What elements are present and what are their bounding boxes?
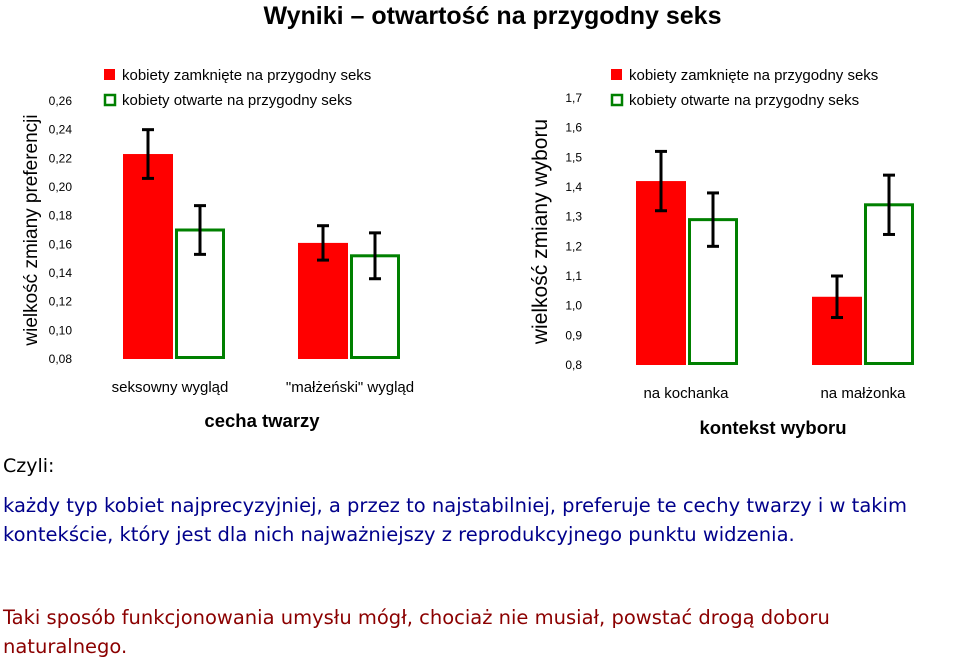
y-tick-label: 1,0 — [565, 299, 582, 313]
y-axis-title: wielkość zmiany wyboru — [529, 119, 552, 345]
legend-label: kobiety otwarte na przygodny seks — [122, 92, 352, 109]
page-title: Wyniki – otwartość na przygodny seks — [263, 2, 722, 30]
y-tick-label: 0,9 — [565, 328, 582, 342]
legend-swatch-closed — [104, 69, 115, 80]
chart-left: wielkość zmiany preferencji 0,08 0,10 0,12 0… — [0, 55, 450, 440]
legend-label: kobiety zamknięte na przygodny seks — [629, 67, 878, 84]
y-tick-label: 1,3 — [565, 210, 582, 224]
y-tick-label: 0,12 — [49, 295, 73, 309]
chart-left-svg: wielkość zmiany preferencji 0,08 0,10 0,12 0… — [21, 67, 414, 431]
legend-swatch-open — [610, 93, 624, 107]
y-tick-label: 0,16 — [49, 237, 73, 251]
y-tick-label: 1,5 — [565, 150, 582, 164]
explanation-text: każdy typ kobiet najprecyzyjniej, a prze… — [3, 494, 907, 546]
y-tick-label: 0,8 — [565, 358, 582, 372]
czyli-label: Czyli: — [3, 455, 55, 477]
chart-right-svg: wielkość zmiany wyboru 0,8 0,9 1,0 1,1 1,2 1,3… — [529, 67, 914, 438]
y-tick-label: 0,26 — [49, 94, 73, 108]
y-tick-label: 1,7 — [565, 91, 582, 105]
y-tick-label: 0,24 — [49, 123, 73, 137]
x-axis-title: kontekst wyboru — [700, 417, 847, 438]
legend-swatch-open — [103, 93, 117, 107]
y-tick-label: 0,18 — [49, 209, 73, 223]
y-tick-label: 1,1 — [565, 269, 582, 283]
legend-swatch-closed — [611, 69, 622, 80]
bar-closed-1 — [123, 154, 173, 359]
legend-label: kobiety zamknięte na przygodny seks — [122, 67, 371, 84]
category-label: "małżeński" wygląd — [286, 379, 414, 396]
y-tick-label: 1,2 — [565, 239, 582, 253]
y-tick-label: 0,22 — [49, 151, 73, 165]
y-tick-label: 0,14 — [49, 266, 73, 280]
y-axis-title: wielkość zmiany preferencji — [21, 114, 42, 346]
y-tick-label: 1,6 — [565, 121, 582, 135]
y-tick-label: 0,10 — [49, 323, 73, 337]
category-label: na kochanka — [643, 385, 729, 402]
category-label: seksowny wygląd — [112, 379, 229, 396]
legend-label: kobiety otwarte na przygodny seks — [629, 92, 859, 109]
chart-right: wielkość zmiany wyboru 0,8 0,9 1,0 1,1 1,2 1,3… — [520, 55, 959, 445]
bar-closed-2 — [298, 242, 348, 359]
category-label: na małżonka — [820, 385, 906, 402]
y-tick-label: 1,4 — [565, 180, 582, 194]
y-tick-label: 0,08 — [49, 352, 73, 366]
y-tick-label: 0,20 — [49, 180, 73, 194]
conclusion-text: Taki sposób funkcjonowania umysłu mógł, … — [3, 606, 830, 658]
x-axis-title: cecha twarzy — [204, 410, 320, 431]
